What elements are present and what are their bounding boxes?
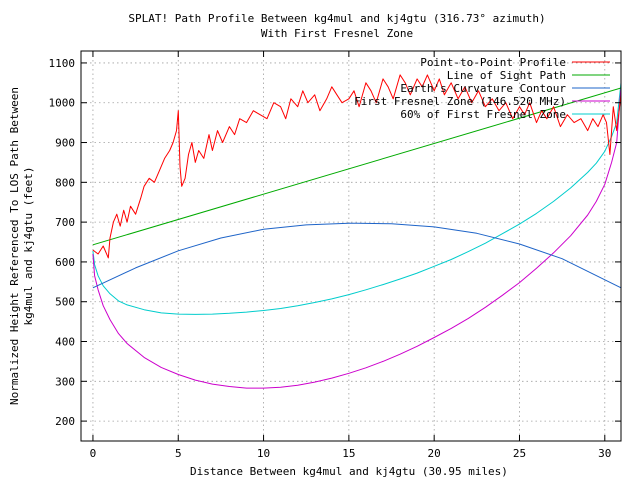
series-line-60-of-first-fresnel-zone <box>92 82 621 315</box>
y-tick-label: 600 <box>55 256 75 269</box>
legend-label-point-to-point-profile: Point-to-Point Profile <box>420 56 566 69</box>
x-tick-label: 25 <box>513 447 526 460</box>
x-tick-label: 15 <box>342 447 355 460</box>
series-line-point-to-point-profile <box>92 74 621 259</box>
x-tick-label: 10 <box>257 447 270 460</box>
legend-label-first-fresnel-zone-146-520-mhz: First Fresnel Zone (146.520 MHz) <box>354 95 566 108</box>
y-tick-label: 1000 <box>49 97 76 110</box>
chart-subtitle: With First Fresnel Zone <box>261 27 413 40</box>
y-axis-label-line-2: kg4mul and kj4gtu (feet) <box>22 167 35 326</box>
y-tick-label: 700 <box>55 216 75 229</box>
y-tick-label: 800 <box>55 176 75 189</box>
series-group <box>92 74 621 389</box>
y-tick-label: 900 <box>55 137 75 150</box>
series-line-line-of-sight-path <box>92 87 621 246</box>
x-tick-label: 20 <box>428 447 441 460</box>
series-line-first-fresnel-zone-146-520-mhz <box>92 86 621 389</box>
legend-label-line-of-sight-path: Line of Sight Path <box>447 69 566 82</box>
series-line-earth-s-curvature-contour <box>92 222 621 289</box>
x-axis-label: Distance Between kg4mul and kj4gtu (30.9… <box>190 465 508 478</box>
y-axis-label-line-1: Normalized Height Referenced To LOS Path… <box>8 87 21 405</box>
x-tick-label: 30 <box>598 447 611 460</box>
y-tick-label: 200 <box>55 415 75 428</box>
plot-frame <box>80 50 622 442</box>
y-tick-label: 300 <box>55 375 75 388</box>
chart-title: SPLAT! Path Profile Between kg4mul and k… <box>128 12 545 25</box>
axis-ticks: 200 300 400 500 600 700 800 900 1000 1100 0 5 10 15 20… <box>49 51 621 460</box>
x-tick-label: 5 <box>175 447 182 460</box>
x-tick-label: 0 <box>90 447 97 460</box>
y-tick-label: 1100 <box>49 57 76 70</box>
y-tick-label: 400 <box>55 336 75 349</box>
y-tick-label: 500 <box>55 296 75 309</box>
legend-label-60-of-first-fresnel-zone: 60% of First Fresnel Zone <box>400 108 566 121</box>
legend-label-earth-s-curvature-contour: Earth's Curvature Contour <box>400 82 566 95</box>
